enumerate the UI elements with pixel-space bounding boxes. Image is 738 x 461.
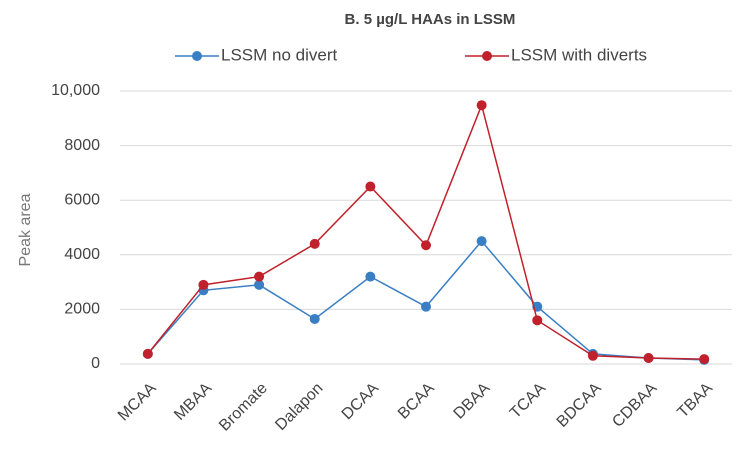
chart-title: B. 5 µg/L HAAs in LSSM (345, 11, 516, 28)
x-tick-label: TBAA (674, 380, 716, 422)
data-point (309, 238, 320, 249)
x-tick-label: CDBAA (609, 380, 660, 431)
y-tick-label: 2000 (64, 301, 100, 318)
y-tick-label: 10,000 (51, 82, 100, 99)
y-tick-label: 6000 (64, 191, 100, 208)
data-point (643, 352, 654, 363)
x-tick-label: Bromate (216, 380, 271, 435)
y-tick-label: 8000 (64, 137, 100, 154)
data-point (532, 315, 543, 326)
data-point (254, 271, 265, 282)
x-tick-label: DBAA (451, 380, 494, 423)
x-tick-label: BCAA (395, 380, 438, 423)
x-tick-label: MBAA (171, 380, 215, 424)
data-point (365, 271, 376, 282)
data-point (198, 279, 209, 290)
y-tick-label: 4000 (64, 246, 100, 263)
data-point (142, 348, 153, 359)
data-point (254, 279, 265, 290)
data-point (421, 240, 431, 251)
x-tick-label: Dalapon (272, 380, 326, 434)
data-point (309, 313, 320, 324)
data-point (365, 181, 376, 192)
legend-marker (192, 51, 202, 61)
legend-label: LSSM with diverts (511, 45, 647, 64)
y-tick-label: 0 (91, 355, 100, 372)
data-point (476, 236, 487, 247)
data-point (421, 301, 431, 312)
x-tick-label: BDCAA (554, 380, 605, 431)
x-tick-label: TCAA (507, 380, 549, 422)
legend-label: LSSM no divert (221, 45, 337, 64)
y-axis-label: Peak area (17, 193, 34, 266)
series-line (147, 102, 705, 360)
data-point (699, 354, 710, 365)
x-tick-label: DCAA (339, 380, 383, 424)
data-point (587, 350, 598, 361)
x-tick-label: MCAA (115, 380, 160, 425)
series-line (147, 239, 705, 361)
legend-marker (482, 51, 492, 61)
data-point (476, 100, 487, 111)
